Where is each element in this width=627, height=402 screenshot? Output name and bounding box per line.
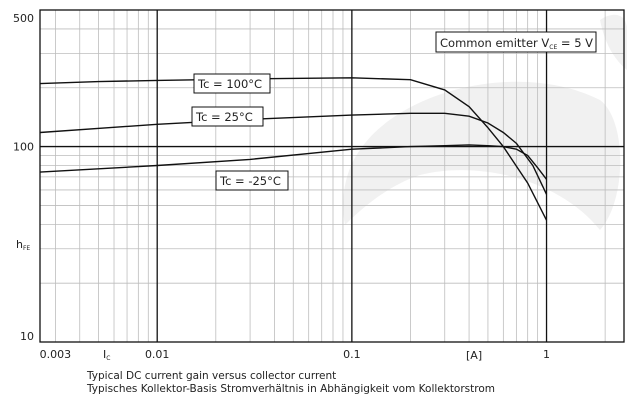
x-axis-unit: [A] bbox=[466, 349, 482, 362]
y-axis-label: hFE bbox=[16, 238, 30, 252]
svg-text:Tc = 100°C: Tc = 100°C bbox=[197, 77, 262, 91]
y-axis-label-main: h bbox=[16, 238, 23, 251]
condition-sub: CE bbox=[549, 44, 557, 51]
grid bbox=[40, 10, 624, 342]
x-tick-labels: 0.003 0.01 0.1 1 bbox=[40, 348, 550, 361]
x-tick-label: 0.1 bbox=[343, 348, 361, 361]
condition-prefix: Common emitter V bbox=[440, 36, 549, 50]
series-label-100: Tc = 100°C bbox=[193, 73, 271, 94]
caption-line-2: Typisches Kollektor-Basis Stromverhältni… bbox=[86, 383, 495, 395]
x-axis-label-main: I bbox=[103, 348, 106, 361]
series-line-0 bbox=[39, 77, 548, 221]
x-tick-label: 0.003 bbox=[40, 348, 72, 361]
y-tick-labels: 500 100 10 bbox=[13, 12, 34, 343]
x-axis-label: IC bbox=[103, 348, 110, 362]
x-axis-label-sub: C bbox=[106, 355, 110, 362]
caption-line-1: Typical DC current gain versus collector… bbox=[86, 370, 336, 382]
y-tick-label: 10 bbox=[20, 330, 34, 343]
y-axis-label-sub: FE bbox=[23, 245, 30, 252]
svg-text:Tc = -25°C: Tc = -25°C bbox=[219, 174, 281, 188]
svg-text:Tc = 25°C: Tc = 25°C bbox=[195, 110, 253, 124]
series-label-minus25: Tc = -25°C bbox=[215, 170, 289, 191]
condition-suffix: = 5 V bbox=[557, 36, 593, 50]
svg-text:Common emitter VCE = 5 V: Common emitter VCE = 5 V bbox=[440, 36, 593, 51]
series-line-2 bbox=[39, 144, 548, 180]
series-label-25: Tc = 25°C bbox=[191, 106, 264, 127]
y-tick-label: 100 bbox=[13, 141, 34, 154]
x-tick-label: 0.01 bbox=[145, 348, 170, 361]
background-watermark-2 bbox=[600, 14, 627, 70]
y-tick-label: 500 bbox=[13, 12, 34, 25]
x-tick-label: 1 bbox=[543, 348, 550, 361]
plot-frame bbox=[39, 9, 625, 343]
condition-box: Common emitter VCE = 5 V bbox=[435, 31, 597, 53]
